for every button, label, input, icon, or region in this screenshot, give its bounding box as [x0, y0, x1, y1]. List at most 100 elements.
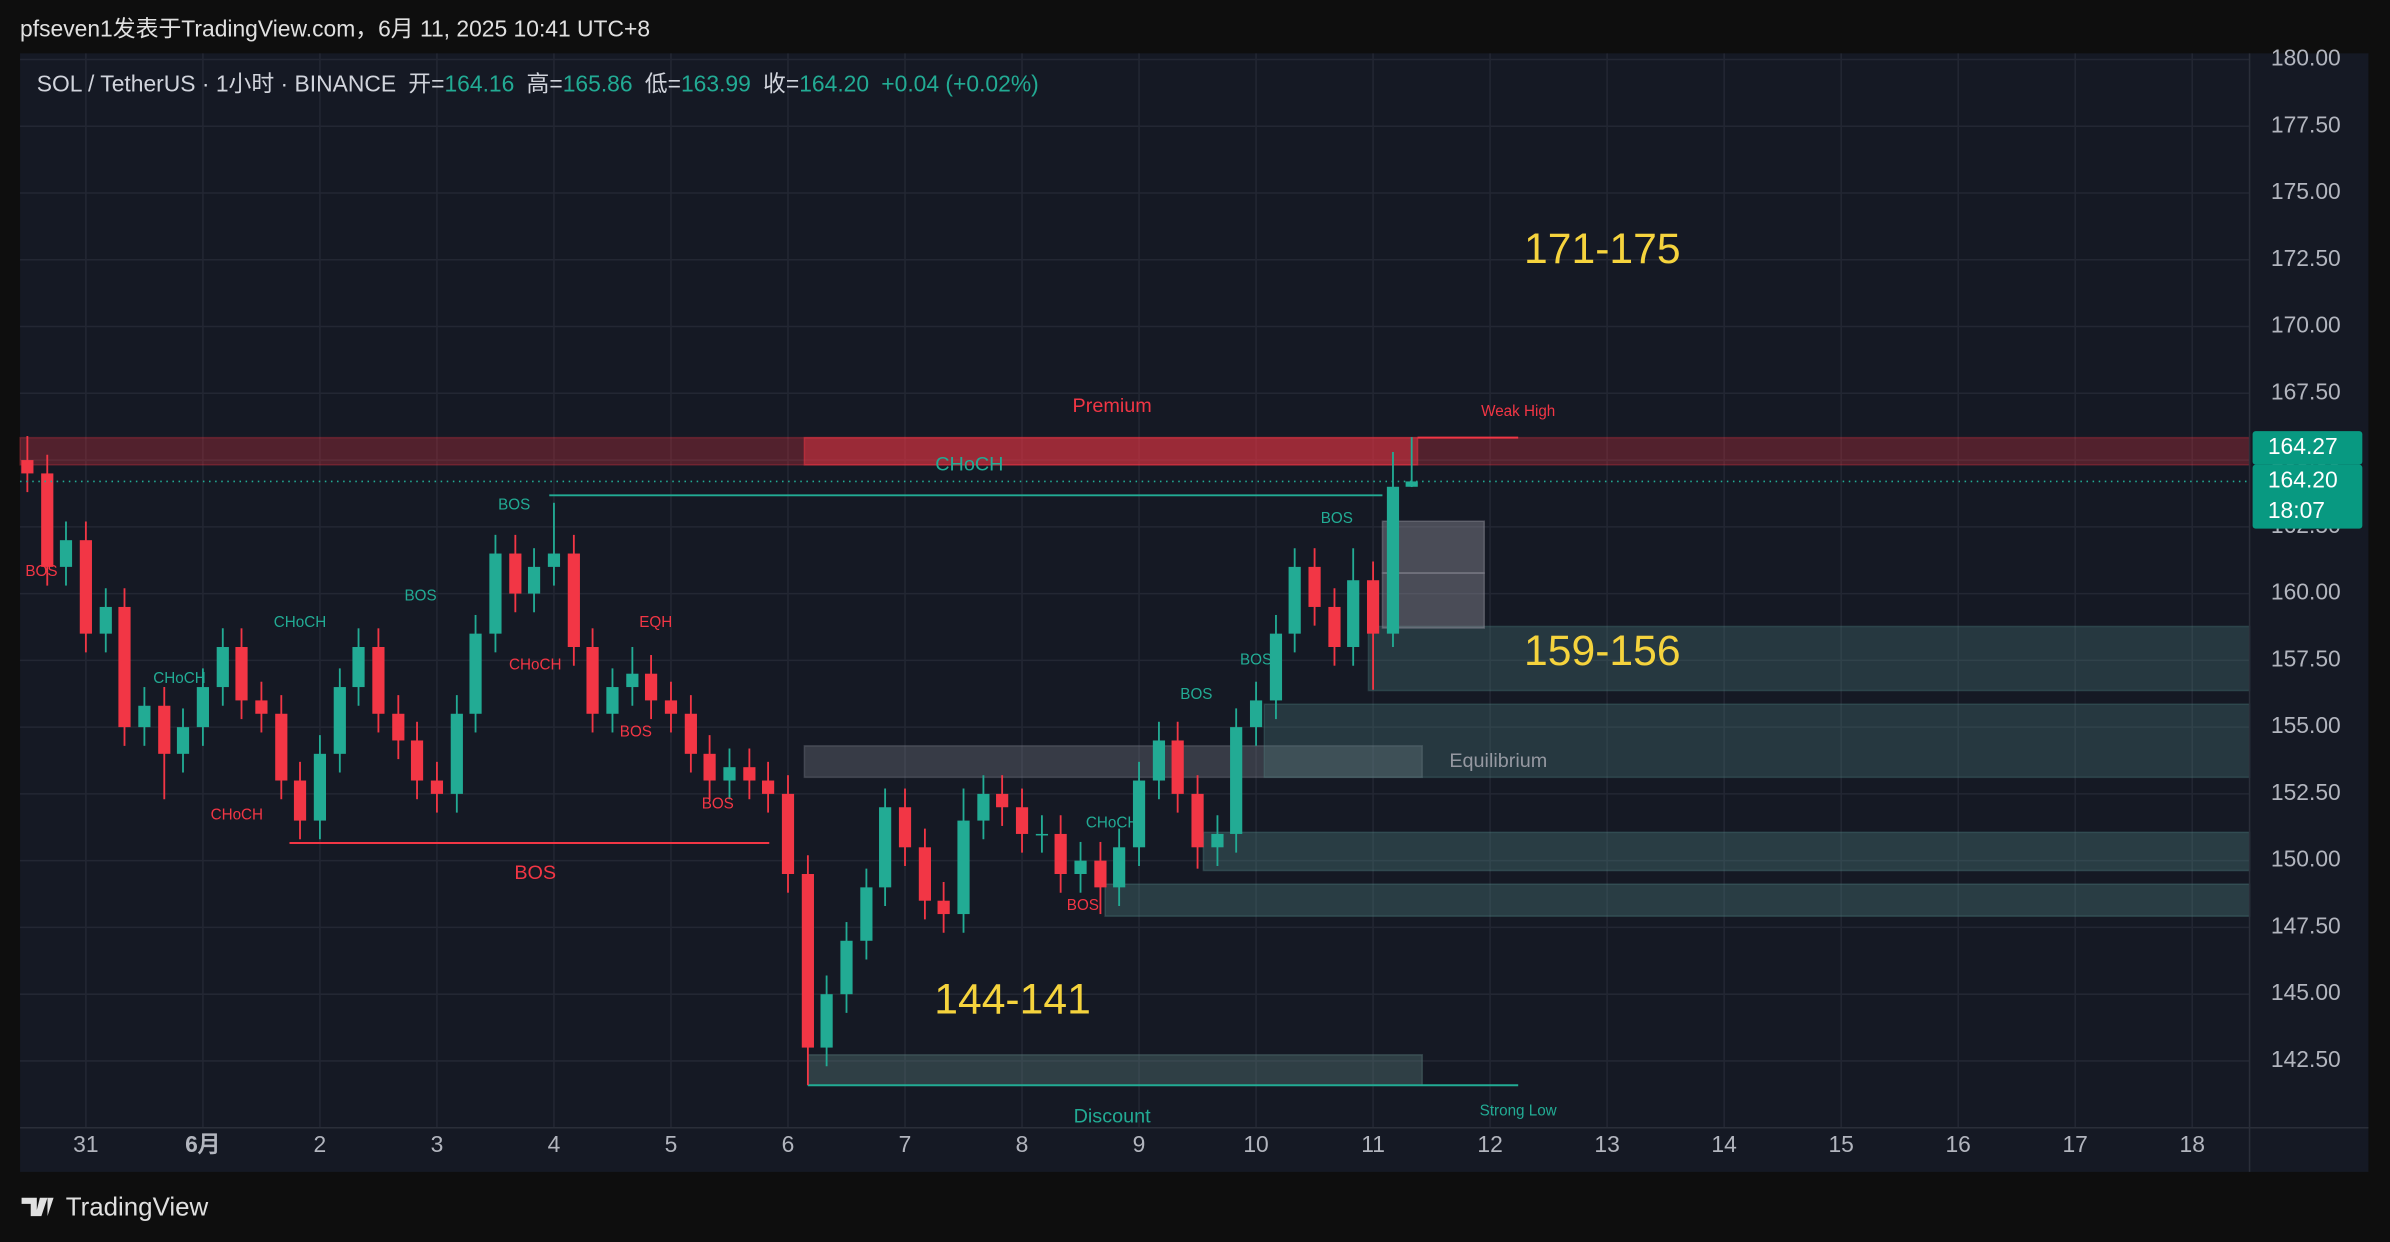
- x-tick-label: 10: [1243, 1131, 1268, 1157]
- candle-body: [1249, 700, 1263, 728]
- candle-body: [1113, 847, 1126, 888]
- plot-area: [20, 53, 2369, 1172]
- attribution: pfseven1发表于TradingView.com，6月 11, 2025 1…: [20, 16, 650, 42]
- candle-body: [996, 793, 1009, 808]
- zone: [1367, 625, 2251, 692]
- candle-body: [21, 460, 34, 474]
- annotation: 159-156: [1524, 627, 1681, 675]
- candle-body: [489, 553, 502, 634]
- candle-body: [469, 633, 482, 714]
- y-tick-label: 180.00: [2271, 45, 2341, 71]
- zone: [1381, 572, 1486, 629]
- candle-body: [1288, 566, 1301, 634]
- candle-body: [509, 553, 522, 594]
- annotation: CHoCH: [211, 806, 263, 823]
- candle-body: [567, 553, 580, 648]
- plot: 171-175 159-156 144-141 Premium Weak High Equ…: [19, 225, 2251, 1127]
- x-tick-label: 3: [431, 1131, 444, 1157]
- candle-body: [1230, 727, 1243, 834]
- annotation: CHoCH: [1086, 814, 1138, 831]
- y-tick-label: 147.50: [2271, 912, 2341, 938]
- zone: [803, 745, 1423, 779]
- y-tick-label: 145.00: [2271, 979, 2341, 1005]
- x-tick-label: 5: [665, 1131, 678, 1157]
- candle-body: [937, 900, 950, 915]
- zone: [1263, 703, 2251, 779]
- candle-body: [176, 727, 190, 754]
- low: 163.99: [681, 70, 751, 96]
- annotation: BOS: [1180, 686, 1212, 703]
- candle-body: [59, 540, 73, 567]
- annotation: BOS: [1067, 897, 1099, 914]
- y-tick-label: 142.50: [2271, 1046, 2341, 1072]
- annotation: Discount: [1074, 1105, 1152, 1127]
- annotation: CHoCH: [153, 670, 205, 687]
- annotation: BOS: [514, 862, 556, 884]
- candle-body: [158, 705, 171, 754]
- candle-body: [430, 780, 444, 794]
- candle-body: [1405, 481, 1418, 487]
- x-tick-label: 12: [1477, 1131, 1502, 1157]
- candle-body: [1054, 833, 1067, 875]
- candle-body: [918, 847, 931, 901]
- candle-body: [1211, 833, 1224, 848]
- x-tick-label: 8: [1016, 1131, 1029, 1157]
- low-label: 低=: [645, 70, 681, 96]
- annotation: CHoCH: [509, 657, 561, 674]
- x-tick-label: 13: [1594, 1131, 1619, 1157]
- candle-body: [957, 820, 970, 915]
- candle-body: [606, 687, 619, 714]
- candle-body: [1015, 807, 1029, 834]
- y-tick-label: 172.50: [2271, 245, 2341, 271]
- x-tick-label: 18: [2180, 1131, 2205, 1157]
- candle-body: [781, 793, 795, 875]
- annotation: 171-175: [1524, 225, 1681, 273]
- candle-body: [586, 647, 599, 714]
- candle-body: [450, 713, 463, 794]
- candle-body: [352, 647, 365, 688]
- grid: [20, 53, 2250, 1128]
- annotation: Weak High: [1481, 403, 1555, 420]
- annotation: EQH: [639, 614, 672, 631]
- candle-body: [1386, 486, 1400, 634]
- candle-body: [372, 647, 385, 714]
- annotation: BOS: [404, 587, 436, 604]
- x-tick-label: 6月: [185, 1131, 221, 1157]
- x-tick-label: 31: [73, 1131, 98, 1157]
- open: 164.16: [444, 70, 514, 96]
- logo-text: TradingView: [66, 1193, 209, 1221]
- price-label-box: [2252, 431, 2363, 465]
- annotation: BOS: [1240, 651, 1272, 668]
- candle-body: [527, 566, 541, 594]
- y-tick-label: 167.50: [2271, 378, 2341, 404]
- x-tick-label: 6: [782, 1131, 795, 1157]
- y-tick-label: 175.00: [2271, 178, 2341, 204]
- candle-body: [840, 940, 853, 995]
- candle-body: [99, 606, 112, 634]
- annotation: BOS: [702, 796, 734, 813]
- x-tick-label: 11: [1361, 1131, 1385, 1157]
- candle-body: [762, 780, 775, 794]
- x-tick-label: 16: [1945, 1131, 1970, 1157]
- candle-body: [41, 473, 54, 567]
- x-tick-label: 14: [1711, 1131, 1737, 1157]
- candle-body: [79, 540, 92, 634]
- y-tick-label: 170.00: [2271, 312, 2341, 338]
- zone: [1381, 520, 1486, 574]
- candle-body: [723, 767, 736, 781]
- zone: [1104, 883, 2251, 917]
- candle-body: [410, 740, 424, 781]
- y-tick-label: 155.00: [2271, 712, 2341, 738]
- candle-body: [293, 780, 307, 821]
- price-label: 164.20: [2268, 466, 2338, 492]
- candle-body: [196, 687, 209, 728]
- y-tick-label: 157.50: [2271, 645, 2341, 671]
- candle-body: [1152, 740, 1166, 781]
- candle-body: [216, 647, 229, 688]
- y-tick-label: 152.50: [2271, 779, 2341, 805]
- candle-body: [703, 753, 716, 781]
- candle-body: [1094, 860, 1107, 888]
- candle-body: [1171, 740, 1184, 794]
- annotation: Premium: [1073, 395, 1152, 417]
